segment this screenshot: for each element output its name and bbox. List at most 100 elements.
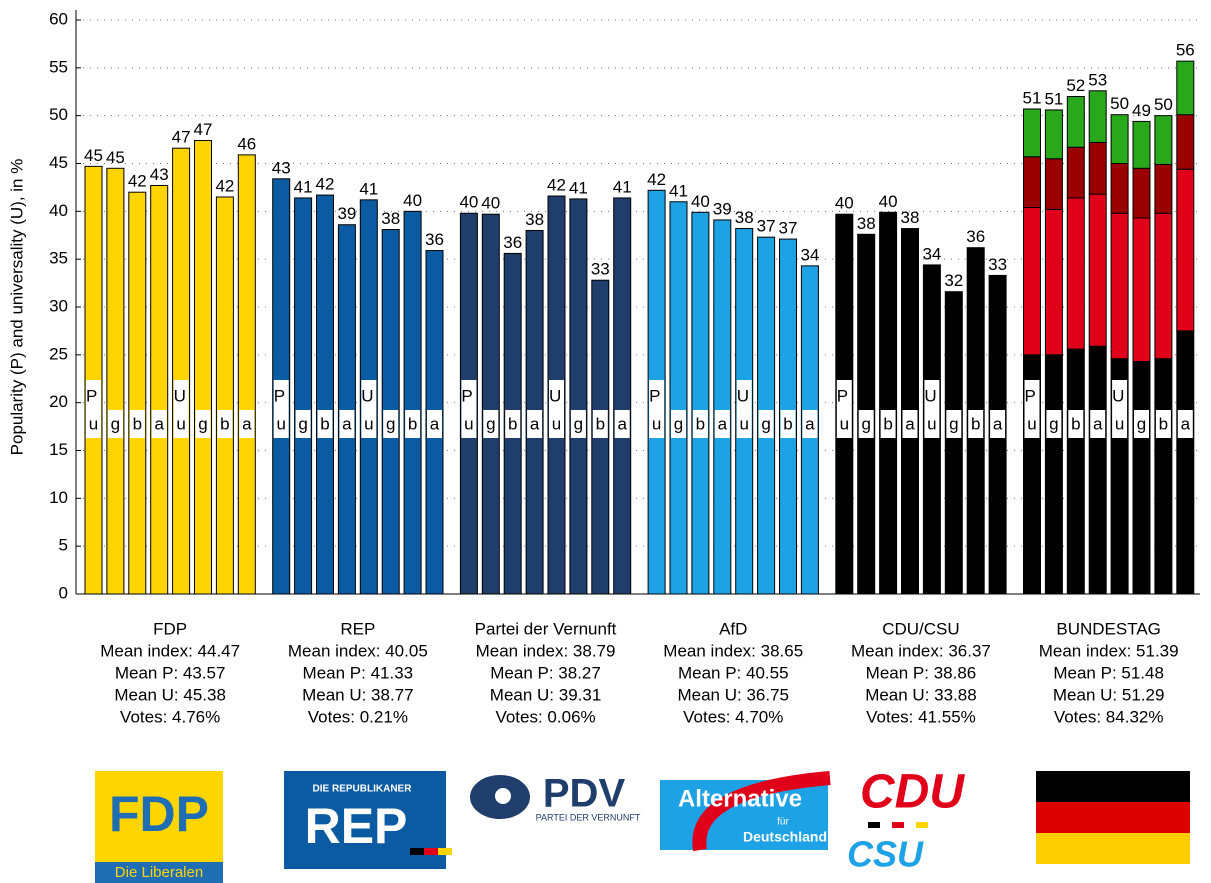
group-stat: Mean P: 38.27 xyxy=(490,663,601,682)
group-stat: Mean U: 33.88 xyxy=(865,685,977,704)
bar-segment xyxy=(1044,109,1063,160)
bar-letter: a xyxy=(617,414,627,433)
value-label: 38 xyxy=(381,209,400,228)
group-stat: Mean U: 39.31 xyxy=(490,685,602,704)
value-label: 45 xyxy=(84,146,103,165)
group-stat: Mean index: 36.37 xyxy=(851,641,991,660)
letter-box xyxy=(924,380,940,410)
group-stat: Mean index: 38.65 xyxy=(663,641,803,660)
letter-box xyxy=(549,410,564,438)
letter-box xyxy=(239,410,255,438)
bar xyxy=(128,191,147,595)
bar-segment xyxy=(1066,348,1085,595)
bar xyxy=(172,147,191,595)
letter-box xyxy=(671,410,686,438)
bar-segment xyxy=(1154,358,1173,595)
bar-letter: u xyxy=(364,414,373,433)
y-tick-label: 60 xyxy=(49,9,68,28)
bar-letter: b xyxy=(783,414,792,433)
letter-box xyxy=(217,410,233,438)
value-label: 38 xyxy=(857,214,876,233)
logo-pdv: PDV PARTEI DER VERNUNFT xyxy=(470,772,641,822)
bar-letter: u xyxy=(89,414,98,433)
value-label: 50 xyxy=(1110,94,1129,113)
group-stat: Mean U: 45.38 xyxy=(114,685,226,704)
logo-text: CDU xyxy=(860,766,965,819)
group-stat: Mean index: 38.79 xyxy=(476,641,616,660)
y-tick-label: 15 xyxy=(49,440,68,459)
letter-box xyxy=(858,410,874,438)
letter-box xyxy=(1024,380,1040,410)
bar xyxy=(879,211,898,595)
bar-segment xyxy=(1088,90,1107,143)
letter-box xyxy=(427,410,442,438)
group-stat: Mean U: 36.75 xyxy=(677,685,789,704)
bar-letter: b xyxy=(596,414,605,433)
value-label: 33 xyxy=(988,255,1007,274)
value-label: 32 xyxy=(944,271,963,290)
group-stat: Mean U: 51.29 xyxy=(1053,685,1165,704)
group-stat: Mean P: 40.55 xyxy=(678,663,789,682)
logo-text: FDP xyxy=(109,786,209,842)
logo-afd: Alternative für Deutschland xyxy=(660,771,831,852)
bar-letter: a xyxy=(718,414,728,433)
letter-box xyxy=(614,410,630,438)
bar-segment xyxy=(1088,193,1107,347)
value-label: 36 xyxy=(966,227,985,246)
bar-segment xyxy=(1154,212,1173,360)
value-label: 47 xyxy=(194,120,213,139)
letter-box xyxy=(1068,410,1084,438)
value-label: 41 xyxy=(294,177,313,196)
bar xyxy=(713,219,732,595)
logo-text: Alternative xyxy=(678,785,802,812)
bar-segment xyxy=(1110,163,1129,214)
group-label: BUNDESTAG xyxy=(1056,619,1161,638)
letter-box xyxy=(714,410,730,438)
bar-letter: a xyxy=(905,414,915,433)
bar-letter: g xyxy=(111,414,120,433)
group-stat: Mean U: 38.77 xyxy=(302,685,414,704)
letter-box xyxy=(902,410,918,438)
value-label: 33 xyxy=(591,260,610,279)
value-label: 53 xyxy=(1088,70,1107,89)
bar-letter: g xyxy=(386,414,395,433)
letter-box xyxy=(273,380,289,410)
bar-segment xyxy=(1044,208,1063,356)
half-label: P xyxy=(1025,386,1036,405)
letter-box xyxy=(736,380,752,410)
bar-letter: g xyxy=(861,414,870,433)
bar-letter: g xyxy=(949,414,958,433)
group-stat: Votes: 0.06% xyxy=(495,707,595,726)
bar-letter: a xyxy=(1181,414,1191,433)
bar-letter: u xyxy=(276,414,285,433)
value-label: 47 xyxy=(172,128,191,147)
value-label: 38 xyxy=(735,208,754,227)
group-stat: Mean P: 43.57 xyxy=(115,663,226,682)
bar-letter: b xyxy=(320,414,329,433)
value-label: 46 xyxy=(237,134,256,153)
letter-box xyxy=(1134,410,1149,438)
bar-segment xyxy=(1066,146,1085,199)
letter-box xyxy=(1112,410,1128,438)
group-stat: Votes: 4.70% xyxy=(683,707,783,726)
value-label: 41 xyxy=(569,178,588,197)
letter-box xyxy=(1024,410,1040,438)
value-label: 43 xyxy=(272,158,291,177)
letter-box xyxy=(1112,380,1128,410)
letter-box xyxy=(505,410,521,438)
bar-letter: u xyxy=(1027,414,1036,433)
group-label: CDU/CSU xyxy=(882,619,959,638)
value-label: 38 xyxy=(901,208,920,227)
bar-letter: b xyxy=(408,414,417,433)
logo-flag xyxy=(1036,771,1190,864)
group-stat: Votes: 41.55% xyxy=(866,707,976,726)
bar-letter: b xyxy=(220,414,229,433)
bar xyxy=(481,213,500,595)
bar-segment xyxy=(1132,217,1151,363)
logo-cdu-csu: CDU CSU xyxy=(847,766,965,875)
bar-letter: a xyxy=(1093,414,1103,433)
bar xyxy=(403,210,422,595)
letter-box xyxy=(968,410,984,438)
bar-segment xyxy=(1132,167,1151,219)
y-tick-label: 35 xyxy=(49,249,68,268)
